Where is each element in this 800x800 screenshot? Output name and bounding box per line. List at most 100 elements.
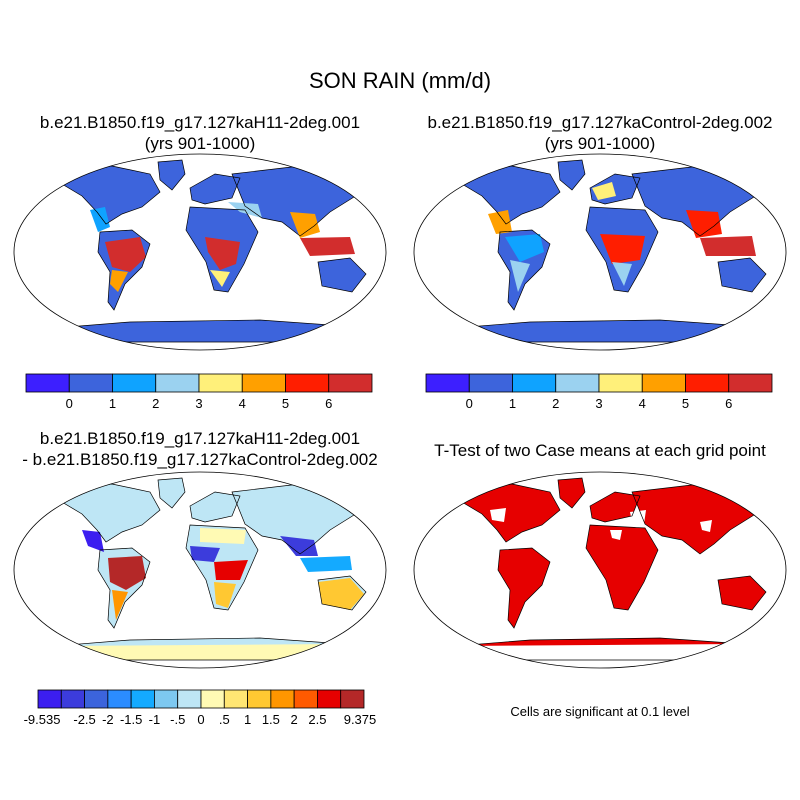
colorbar-swatch — [198, 373, 243, 393]
colorbar-swatch — [154, 689, 179, 709]
diff-region-west-africa — [190, 546, 220, 562]
rain-region-south-asia — [686, 210, 722, 238]
panel-title-case1-line2: (yrs 901-1000) — [144, 134, 256, 153]
colorbar-tick-label: 4 — [639, 396, 646, 411]
panel-title-diff-line1: b.e21.B1850.f19_g17.127kaH11-2deg.001 — [39, 429, 361, 448]
colorbar-swatch — [37, 689, 62, 709]
rain-region-southern-africa — [210, 270, 230, 287]
colorbar-swatch — [425, 373, 470, 393]
colorbar-tick-label: -2.5 — [73, 712, 95, 727]
rain-region-central-america — [488, 210, 512, 234]
colorbar-swatch — [247, 689, 272, 709]
non-significant-cells — [610, 530, 622, 540]
colorbar-swatch — [468, 373, 513, 393]
colorbar-tick-label: 1 — [509, 396, 516, 411]
diff-region-amazon — [108, 556, 146, 590]
colorbar-tick-label: 2 — [291, 712, 298, 727]
colorbar-swatch — [84, 689, 109, 709]
diff-region-southern-south-america — [112, 590, 128, 620]
rain-region-europe — [592, 182, 616, 200]
colorbar-swatch — [155, 373, 200, 393]
non-significant-cells — [700, 520, 712, 532]
colorbar-swatch — [241, 373, 286, 393]
globe-outline — [413, 153, 787, 351]
colorbar-swatch — [328, 373, 373, 393]
colorbar-swatch — [200, 689, 225, 709]
colorbar-tick-label: 1 — [244, 712, 251, 727]
rain-region-central-america — [90, 207, 110, 232]
colorbar-swatch — [177, 689, 202, 709]
colorbar-tick-label: 0 — [197, 712, 204, 727]
colorbar-swatch — [223, 689, 248, 709]
non-significant-cells — [490, 508, 506, 522]
significance-note: Cells are significant at 0.1 level — [510, 704, 690, 719]
diff-region-maritime-continent — [300, 556, 352, 572]
colorbar-swatch — [512, 373, 557, 393]
non-significant-cells — [630, 510, 646, 524]
panel-title-case1: b.e21.B1850.f19_g17.127kaH11-2deg.001 (y… — [0, 112, 400, 154]
rain-region-amazon — [105, 237, 146, 272]
colorbar-tick-label: -1 — [149, 712, 161, 727]
globe-outline — [13, 153, 387, 351]
colorbar-swatch — [598, 373, 643, 393]
colorbar-swatch — [340, 689, 365, 709]
diff-region-sahara — [200, 528, 246, 544]
colorbar-case1: 0 1 2 3 4 5 6 — [25, 373, 412, 419]
rain-region-maritime-continent — [300, 237, 355, 256]
colorbar-tick-label: 5 — [282, 396, 289, 411]
colorbar-tick-label: 5 — [682, 396, 689, 411]
colorbar-tick-label: 1.5 — [262, 712, 280, 727]
rain-region-maritime-continent — [700, 236, 756, 256]
colorbar-tick-label: .5 — [219, 712, 230, 727]
colorbar-tick-label: 4 — [239, 396, 246, 411]
rain-region-amazon — [505, 234, 544, 262]
colorbar-case2: 0 1 2 3 4 5 6 — [425, 373, 800, 419]
colorbar-tick-label: 1 — [109, 396, 116, 411]
diff-region-central-africa — [214, 560, 248, 580]
colorbar-swatch — [728, 373, 773, 393]
panel-title-diff: b.e21.B1850.f19_g17.127kaH11-2deg.001 - … — [0, 428, 400, 470]
colorbar-tick-label: 0 — [66, 396, 73, 411]
panel-title-case2-line1: b.e21.B1850.f19_g17.127kaControl-2deg.00… — [427, 113, 773, 132]
colorbar-tick-label: 3 — [195, 396, 202, 411]
map-ttest — [413, 471, 787, 669]
colorbar-swatch — [270, 689, 295, 709]
colorbar-swatch — [293, 689, 318, 709]
rain-region-south-asia — [290, 212, 320, 238]
panel-title-case2-line2: (yrs 901-1000) — [544, 134, 656, 153]
colorbar-swatch — [68, 373, 113, 393]
colorbar-swatch — [130, 689, 155, 709]
map-case2 — [413, 153, 787, 351]
colorbar-tick-label: 0 — [466, 396, 473, 411]
map-diff — [13, 471, 387, 669]
panel-title-case1-line1: b.e21.B1850.f19_g17.127kaH11-2deg.001 — [39, 113, 361, 132]
diff-region-southern-africa — [214, 582, 236, 608]
panel-title-case2: b.e21.B1850.f19_g17.127kaControl-2deg.00… — [400, 112, 800, 154]
panel-title-ttest-line1: T-Test of two Case means at each grid po… — [434, 441, 766, 460]
colorbar-tick-label: -9.535 — [24, 712, 61, 727]
colorbar-tick-label: -.5 — [170, 712, 185, 727]
colorbar-tick-label: 6 — [325, 396, 332, 411]
rain-region-central-africa — [205, 237, 240, 270]
colorbar-swatch — [60, 689, 85, 709]
colorbar-swatch — [285, 373, 330, 393]
panel-title-diff-line2: - b.e21.B1850.f19_g17.127kaControl-2deg.… — [22, 450, 378, 469]
diff-region-australia — [318, 578, 364, 610]
colorbar-tick-label: -2 — [102, 712, 114, 727]
map-case1 — [13, 153, 387, 351]
colorbar-swatch — [25, 373, 70, 393]
colorbar-tick-label: 3 — [595, 396, 602, 411]
rain-region-southern-brazil — [110, 270, 128, 292]
colorbar-swatch — [641, 373, 686, 393]
colorbar-tick-label: -1.5 — [120, 712, 142, 727]
colorbar-tick-label: 2 — [552, 396, 559, 411]
colorbar-swatch — [112, 373, 157, 393]
colorbar-tick-label: 2 — [152, 396, 159, 411]
rain-region-southern-brazil — [510, 260, 530, 292]
globe-outline — [413, 471, 787, 669]
colorbar-diff: -9.535 -2.5 -2 -1.5 -1 -.5 0 .5 1 1.5 2 2.5 9.375 — [24, 689, 404, 735]
colorbar-tick-label: 2.5 — [308, 712, 326, 727]
colorbar-swatch — [317, 689, 342, 709]
antarctic-interior — [460, 644, 740, 660]
panel-title-ttest: T-Test of two Case means at each grid po… — [400, 440, 800, 461]
